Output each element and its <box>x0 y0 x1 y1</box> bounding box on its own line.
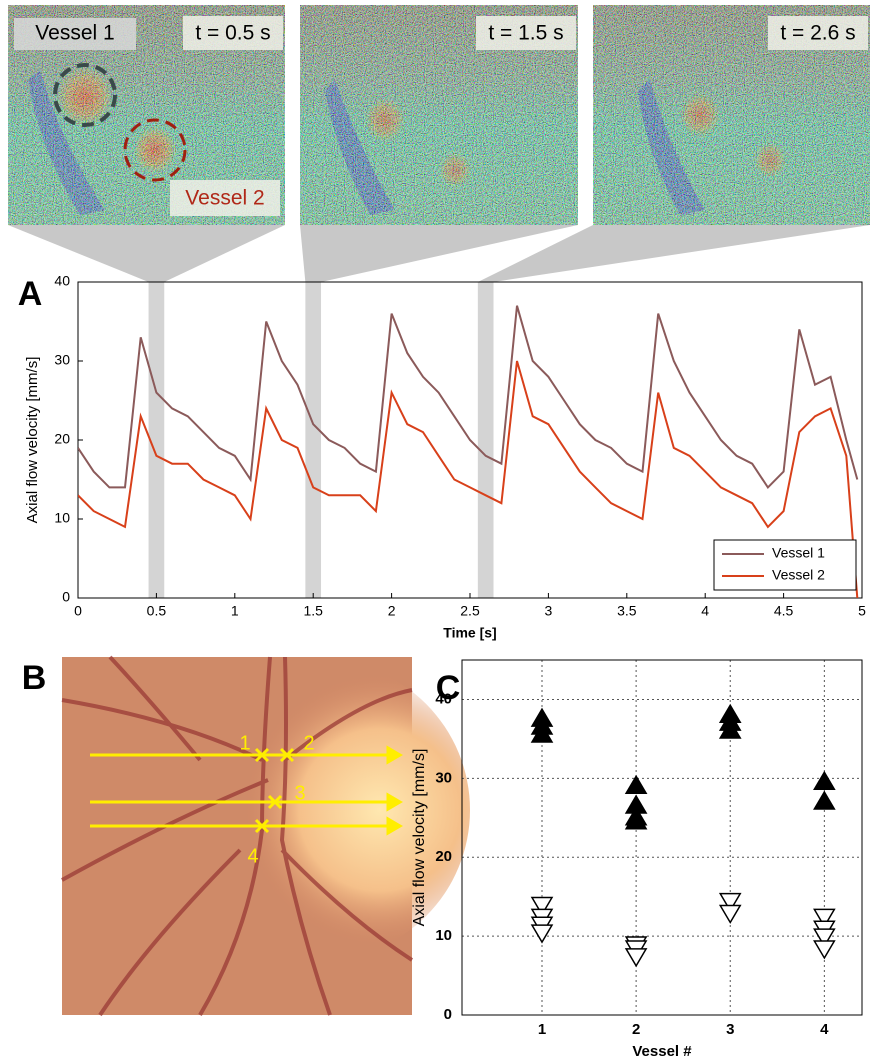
data-point <box>718 892 742 913</box>
legend-label: Vessel 2 <box>772 567 825 583</box>
x-axis-label: Time [s] <box>443 625 496 641</box>
data-point <box>624 774 648 794</box>
x-tick-label: 5 <box>858 603 866 619</box>
label-box <box>476 16 576 50</box>
y-tick-label: 40 <box>435 690 452 707</box>
highlight-band <box>305 282 322 598</box>
legend-label: Vessel 1 <box>772 545 825 561</box>
x-tick-label: 4.5 <box>774 603 794 619</box>
data-point <box>624 948 648 968</box>
data-point <box>813 770 836 791</box>
x-tick-label: 1.5 <box>303 603 323 619</box>
fundus-image <box>61 655 470 1017</box>
y-tick-label: 40 <box>54 273 70 289</box>
x-tick-label: 2.5 <box>460 603 480 619</box>
data-point <box>813 940 836 960</box>
data-point <box>530 723 554 743</box>
panel-label: B <box>22 659 47 697</box>
y-tick-label: 10 <box>435 927 452 944</box>
series-line <box>78 360 859 598</box>
label-box <box>14 18 136 50</box>
x-axis-label: Vessel # <box>632 1043 692 1060</box>
x-tick-label: 4 <box>701 603 709 619</box>
y-axis-label: Axial flow velocity [mm/s] <box>24 357 41 524</box>
panel-label: A <box>18 275 43 313</box>
x-tick-label: 0 <box>74 603 82 619</box>
label-box <box>768 16 868 50</box>
time-label: t = 0.5 s <box>195 22 270 45</box>
label-box <box>170 180 280 216</box>
data-point <box>530 924 554 944</box>
data-point <box>718 719 742 739</box>
data-point <box>813 790 836 810</box>
y-tick-label: 0 <box>444 1006 452 1023</box>
vessel-marker: 2 <box>303 732 314 754</box>
y-tick-label: 20 <box>54 431 70 447</box>
x-tick-label: 1 <box>538 1021 546 1038</box>
data-point <box>813 928 836 948</box>
plot-frame <box>461 659 863 1016</box>
y-tick-label: 0 <box>62 589 70 605</box>
series-line <box>78 305 859 489</box>
x-tick-label: 2 <box>388 603 396 619</box>
x-tick-label: 3.5 <box>617 603 637 619</box>
connector <box>300 225 578 282</box>
vessel-label: Vessel 2 <box>185 187 264 210</box>
vessel-marker: 3 <box>294 782 305 804</box>
vessel-marker: 1 <box>239 732 250 754</box>
connector <box>8 225 285 282</box>
highlight-band <box>477 282 494 598</box>
highlight-band <box>148 282 165 598</box>
label-box <box>183 16 283 50</box>
x-tick-label: 3 <box>545 603 553 619</box>
vessel-label: Vessel 1 <box>35 22 114 45</box>
y-tick-label: 10 <box>54 510 70 526</box>
time-label: t = 1.5 s <box>488 22 563 45</box>
legend-box <box>713 539 857 591</box>
x-tick-label: 1 <box>231 603 239 619</box>
y-axis-label: Axial flow velocity [mm/s] <box>411 749 428 927</box>
y-tick-label: 30 <box>54 352 70 368</box>
vessel-marker: 4 <box>247 845 258 867</box>
x-tick-label: 0.5 <box>147 603 167 619</box>
y-tick-label: 30 <box>435 769 452 786</box>
x-tick-label: 4 <box>820 1021 829 1038</box>
y-tick-label: 20 <box>435 848 452 865</box>
data-point <box>530 896 554 917</box>
connector <box>477 225 870 282</box>
x-tick-label: 2 <box>632 1021 640 1038</box>
data-point <box>718 904 742 924</box>
time-label: t = 2.6 s <box>780 22 855 45</box>
plot-area <box>78 305 859 598</box>
data-point <box>813 908 836 928</box>
x-tick-label: 3 <box>726 1021 734 1038</box>
data-point <box>624 810 648 830</box>
panel-label: C <box>436 669 461 707</box>
